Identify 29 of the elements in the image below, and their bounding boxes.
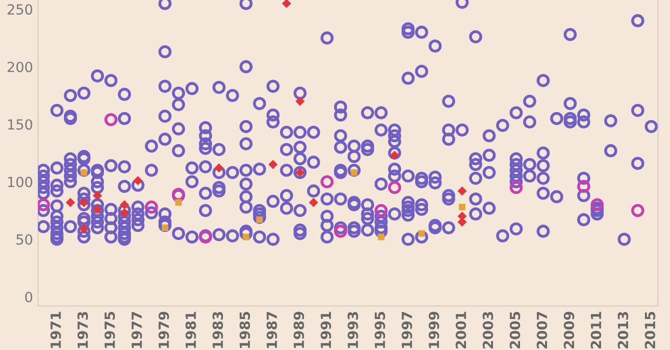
y-tick-label: 250 [8, 4, 32, 15]
x-tick-label: 1985 [240, 312, 250, 348]
x-tick-label: 2009 [564, 312, 574, 348]
y-tick-label: 0 [25, 292, 32, 302]
x-tick-label: 1979 [158, 312, 169, 348]
x-tick-label: 2015 [644, 312, 656, 348]
x-tick-label: 1991 [320, 312, 332, 348]
x-tick-label: 1975 [104, 312, 115, 348]
x-tick-label: 1993 [348, 312, 358, 348]
y-tick-label: 100 [8, 176, 32, 188]
x-tick-label: 2003 [482, 312, 494, 348]
x-tick-label: 1977 [131, 312, 142, 348]
y-tick-label: 50 [16, 234, 32, 245]
x-tick-label: 1987 [266, 312, 278, 348]
x-tick-label: 1981 [186, 312, 196, 348]
x-tick-label: 1971 [50, 312, 61, 348]
x-tick-label: 2007 [536, 312, 548, 348]
y-tick-label: 200 [8, 62, 32, 72]
x-tick-label: 1999 [428, 312, 440, 348]
x-tick-label: 1983 [212, 312, 224, 348]
x-tick-label: 1995 [374, 312, 386, 348]
x-tick-label: 2001 [456, 312, 466, 348]
x-tick-label: 1989 [294, 312, 304, 348]
x-tick-label: 1997 [402, 312, 412, 348]
x-tick-label: 2005 [510, 312, 520, 348]
y-tick-label: 150 [8, 119, 32, 130]
x-tick-label: 2011 [590, 312, 602, 348]
x-tick-label: 1973 [77, 312, 88, 348]
x-tick-label: 2013 [618, 312, 628, 348]
